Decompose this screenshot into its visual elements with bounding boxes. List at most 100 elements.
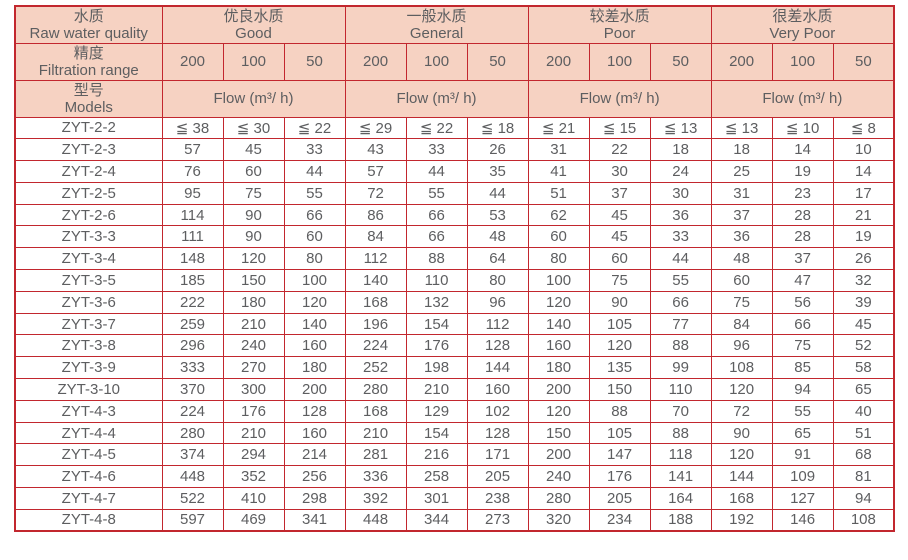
table-row: ZYT-3-5 185 150 100 140 110 80 100 75 55 60 47 32 bbox=[14, 269, 895, 292]
flow-value-cell: 171 bbox=[466, 443, 529, 467]
quality-group-header: 一般水质 General bbox=[344, 5, 529, 44]
flow-value-cell: 26 bbox=[832, 247, 895, 271]
flow-value-cell: 80 bbox=[283, 247, 346, 271]
flow-value-cell: 57 bbox=[344, 160, 407, 183]
flow-value-cell: 66 bbox=[771, 312, 834, 336]
quality-group-zh: 优良水质 bbox=[223, 7, 284, 25]
flow-value-cell: 128 bbox=[466, 334, 529, 358]
table-row: ZYT-2-6 114 90 66 86 66 53 62 45 36 37 28 21 bbox=[14, 203, 895, 227]
flow-value-cell: 96 bbox=[710, 334, 773, 358]
flow-value-cell: 146 bbox=[771, 508, 834, 532]
flow-value-cell: 30 bbox=[588, 160, 651, 183]
flow-value-cell: 469 bbox=[222, 508, 285, 532]
flow-value-cell: 55 bbox=[771, 399, 834, 423]
flow-value-cell: 68 bbox=[832, 443, 895, 467]
flow-value-cell: 270 bbox=[222, 356, 285, 380]
flow-value-cell: 72 bbox=[344, 181, 407, 205]
flow-value-cell: 164 bbox=[649, 487, 712, 510]
flow-value-cell: 62 bbox=[527, 203, 590, 227]
flow-value-cell: 80 bbox=[466, 269, 529, 292]
row-header-filtration-range: 精度 Filtration range bbox=[14, 42, 163, 81]
model-cell: ZYT-4-8 bbox=[14, 508, 163, 532]
flow-value-cell: 111 bbox=[161, 225, 224, 249]
model-cell: ZYT-3-9 bbox=[14, 356, 163, 380]
flow-value-cell: 374 bbox=[161, 443, 224, 467]
flow-value-cell: 84 bbox=[710, 312, 773, 336]
flow-value-cell: 216 bbox=[405, 443, 468, 467]
flow-value-cell: ≦ 30 bbox=[222, 116, 285, 140]
flow-value-cell: ≦ 13 bbox=[649, 116, 712, 140]
row-header-zh: 精度 bbox=[73, 44, 104, 62]
flow-value-cell: 31 bbox=[710, 181, 773, 205]
flow-value-cell: 52 bbox=[832, 334, 895, 358]
flow-value-cell: 66 bbox=[283, 203, 346, 227]
flow-value-cell: 36 bbox=[710, 225, 773, 249]
flow-value-cell: 77 bbox=[649, 312, 712, 336]
model-cell: ZYT-2-2 bbox=[14, 116, 163, 140]
flow-value-cell: 258 bbox=[405, 465, 468, 489]
flow-value-cell: 44 bbox=[466, 181, 529, 205]
flow-value-cell: 176 bbox=[222, 399, 285, 423]
flow-value-cell: 100 bbox=[527, 269, 590, 292]
flow-value-cell: 60 bbox=[283, 225, 346, 249]
flow-value-cell: 273 bbox=[466, 508, 529, 532]
flow-value-cell: 168 bbox=[710, 487, 773, 510]
flow-value-cell: 140 bbox=[344, 269, 407, 292]
flow-value-cell: 281 bbox=[344, 443, 407, 467]
flow-value-cell: 320 bbox=[527, 508, 590, 532]
flow-value-cell: 168 bbox=[344, 290, 407, 314]
flow-value-cell: 37 bbox=[710, 203, 773, 227]
flow-value-cell: 30 bbox=[649, 181, 712, 205]
flow-label-cell: Flow (m³/ h) bbox=[161, 79, 346, 118]
flow-value-cell: 198 bbox=[405, 356, 468, 380]
flow-value-cell: 120 bbox=[283, 290, 346, 314]
flow-value-cell: 150 bbox=[527, 421, 590, 445]
spec-table-body: ZYT-2-2 ≦ 38 ≦ 30 ≦ 22 ≦ 29 ≦ 22 ≦ 18 ≦ 21 ≦ 15 ≦… bbox=[14, 116, 895, 532]
flow-value-cell: 192 bbox=[710, 508, 773, 532]
table-row: ZYT-3-10 370 300 200 280 210 160 200 150 110 120 94… bbox=[14, 378, 895, 401]
quality-group-header: 很差水质 Very Poor bbox=[710, 5, 895, 44]
flow-value-cell: 35 bbox=[466, 160, 529, 183]
flow-value-cell: 17 bbox=[832, 181, 895, 205]
flow-value-cell: 148 bbox=[161, 247, 224, 271]
flow-value-cell: 32 bbox=[832, 269, 895, 292]
flow-value-cell: 44 bbox=[649, 247, 712, 271]
table-row: ZYT-3-7 259 210 140 196 154 112 140 105 77 84 66 45 bbox=[14, 312, 895, 336]
flow-value-cell: 280 bbox=[527, 487, 590, 510]
flow-value-cell: 60 bbox=[222, 160, 285, 183]
flow-value-cell: 43 bbox=[344, 138, 407, 162]
flow-value-cell: 48 bbox=[710, 247, 773, 271]
water-quality-spec-table: 水质 Raw water quality 优良水质 Good 一般水质 General… bbox=[14, 5, 896, 533]
flow-value-cell: 44 bbox=[405, 160, 468, 183]
flow-value-cell: ≦ 15 bbox=[588, 116, 651, 140]
flow-value-cell: 18 bbox=[710, 138, 773, 162]
flow-value-cell: 168 bbox=[344, 399, 407, 423]
flow-value-cell: 100 bbox=[283, 269, 346, 292]
flow-value-cell: 180 bbox=[222, 290, 285, 314]
quality-group-en: Very Poor bbox=[769, 24, 836, 42]
flow-value-cell: 88 bbox=[588, 399, 651, 423]
flow-value-cell: 597 bbox=[161, 508, 224, 532]
flow-value-cell: 222 bbox=[161, 290, 224, 314]
table-row: ZYT-3-3 111 90 60 84 66 48 60 45 33 36 28 19 bbox=[14, 225, 895, 249]
flow-value-cell: ≦ 8 bbox=[832, 116, 895, 140]
table-row: ZYT-2-2 ≦ 38 ≦ 30 ≦ 22 ≦ 29 ≦ 22 ≦ 18 ≦ 21 ≦ 15 ≦… bbox=[14, 116, 895, 140]
filtration-value-cell: 100 bbox=[588, 42, 651, 81]
flow-value-cell: 147 bbox=[588, 443, 651, 467]
flow-value-cell: 127 bbox=[771, 487, 834, 510]
flow-value-cell: 234 bbox=[588, 508, 651, 532]
flow-value-cell: 28 bbox=[771, 203, 834, 227]
flow-value-cell: 135 bbox=[588, 356, 651, 380]
table-row: ZYT-2-4 76 60 44 57 44 35 41 30 24 25 19 14 bbox=[14, 160, 895, 183]
flow-value-cell: 280 bbox=[344, 378, 407, 401]
flow-value-cell: 120 bbox=[588, 334, 651, 358]
flow-value-cell: 341 bbox=[283, 508, 346, 532]
quality-group-en: Good bbox=[235, 24, 272, 42]
flow-value-cell: 55 bbox=[283, 181, 346, 205]
flow-value-cell: 75 bbox=[771, 334, 834, 358]
flow-value-cell: 200 bbox=[527, 378, 590, 401]
table-row: ZYT-4-8 597 469 341 448 344 273 320 234 188 192 146… bbox=[14, 508, 895, 532]
table-row: ZYT-4-7 522 410 298 392 301 238 280 205 164 168 127… bbox=[14, 487, 895, 510]
flow-value-cell: 154 bbox=[405, 421, 468, 445]
flow-value-cell: 448 bbox=[161, 465, 224, 489]
